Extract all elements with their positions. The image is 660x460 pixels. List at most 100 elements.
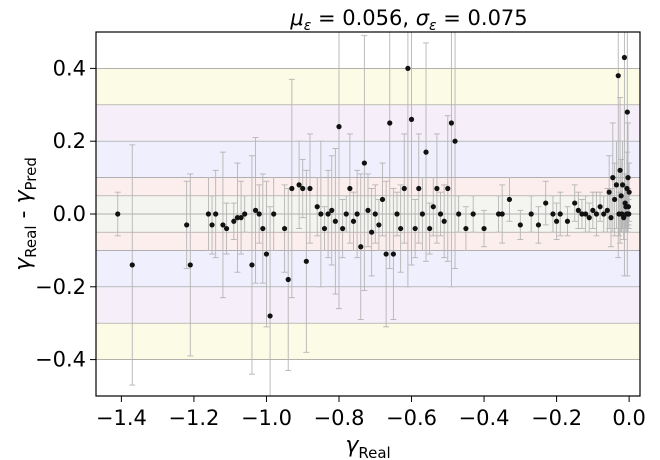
data-point: [543, 200, 549, 206]
data-point: [613, 182, 620, 188]
data-point: [252, 207, 259, 213]
data-point: [242, 211, 248, 217]
data-point: [281, 225, 288, 232]
data-point: [619, 182, 626, 188]
data-point: [332, 218, 338, 224]
data-point: [361, 160, 367, 166]
x-tick-label: −1.0: [241, 406, 292, 430]
data-point: [390, 251, 396, 257]
data-point: [184, 222, 190, 228]
data-point: [625, 204, 631, 210]
data-point: [187, 262, 193, 268]
data-point: [296, 182, 302, 188]
data-point: [238, 215, 244, 221]
data-point: [621, 215, 627, 221]
data-point: [329, 207, 335, 213]
data-point: [231, 218, 237, 224]
y-axis-ticks: −0.4 −0.2 0.0 0.2 0.4: [35, 56, 96, 372]
data-point: [369, 229, 375, 235]
data-point: [550, 211, 556, 217]
data-point: [408, 116, 415, 122]
data-point: [303, 258, 309, 264]
data-point: [617, 167, 623, 173]
band: [96, 104, 640, 142]
data-point: [481, 225, 487, 232]
data-point: [456, 211, 462, 217]
data-point: [412, 225, 418, 232]
data-point: [593, 211, 600, 217]
data-point: [579, 211, 585, 217]
x-tick-label: −0.6: [386, 406, 437, 430]
title-mu-symbol: μ: [289, 6, 303, 30]
y-label-a-sub: Real: [22, 225, 40, 257]
data-point: [575, 207, 581, 213]
data-point: [358, 244, 364, 250]
data-point: [495, 211, 502, 217]
x-axis-label: γReal: [345, 433, 390, 460]
data-point: [612, 196, 618, 203]
data-point: [427, 225, 433, 232]
data-point: [463, 225, 469, 232]
x-label-base: γ: [345, 433, 359, 458]
data-point: [564, 218, 571, 224]
y-tick-label: −0.4: [35, 348, 86, 372]
data-point: [470, 211, 476, 217]
data-point: [626, 211, 632, 217]
data-point: [129, 262, 135, 268]
title-mu-value: = 0.056,: [311, 6, 415, 30]
data-point: [621, 54, 628, 61]
x-tick-label: −1.4: [96, 406, 147, 430]
data-point: [314, 204, 320, 210]
data-point: [624, 109, 630, 115]
data-point: [365, 207, 371, 213]
x-tick-label: 0.0: [612, 406, 645, 430]
data-point: [625, 175, 631, 181]
data-point: [452, 138, 458, 144]
data-point: [423, 149, 429, 155]
data-point: [260, 225, 266, 232]
data-point: [307, 185, 313, 192]
data-point: [205, 211, 212, 217]
data-point: [289, 185, 295, 192]
x-axis-ticks: −1.4 −1.2 −1.0 −0.8 −0.6 −0.4 −0.2 0.0: [96, 396, 646, 430]
data-point: [499, 211, 505, 217]
data-point: [416, 185, 422, 192]
data-point: [615, 73, 621, 79]
data-point: [430, 204, 436, 210]
y-axis-label: γReal - γPred: [11, 157, 40, 271]
data-point: [557, 211, 563, 217]
data-point: [318, 211, 324, 217]
data-point: [610, 175, 616, 181]
data-point: [209, 222, 215, 228]
data-point: [441, 218, 447, 224]
y-label-b-sub: Pred: [22, 157, 40, 190]
data-point: [263, 251, 270, 257]
title-sigma-sub: ε: [429, 18, 437, 34]
x-label-sub: Real: [358, 444, 390, 460]
x-tick-label: −0.2: [531, 406, 582, 430]
data-point: [220, 222, 226, 228]
y-tick-label: −0.2: [35, 275, 86, 299]
data-point: [321, 225, 328, 232]
data-point: [213, 211, 219, 217]
data-point: [223, 225, 230, 232]
data-point: [597, 204, 603, 210]
data-points: [115, 54, 632, 319]
x-tick-label: −0.8: [313, 406, 364, 430]
data-point: [347, 185, 353, 192]
data-point: [606, 189, 612, 195]
data-point: [398, 225, 404, 232]
data-point: [249, 262, 255, 268]
data-point: [448, 120, 455, 126]
y-tick-label: 0.2: [53, 129, 86, 153]
data-point: [336, 124, 342, 130]
title-mu-sub: ε: [304, 18, 312, 34]
data-point: [379, 196, 386, 203]
data-point: [419, 211, 425, 217]
data-point: [590, 207, 596, 213]
data-point: [506, 196, 513, 203]
data-point: [325, 211, 331, 217]
band: [96, 323, 640, 360]
title-sigma-value: = 0.075: [437, 6, 528, 30]
